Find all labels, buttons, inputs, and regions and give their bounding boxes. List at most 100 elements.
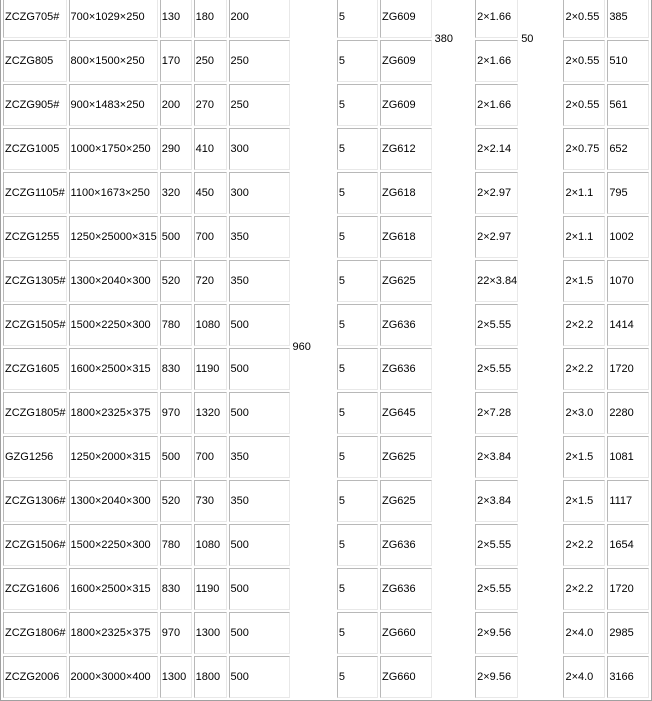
cell-c3: 780 [159, 304, 192, 346]
cell-c4: 1190 [193, 568, 227, 610]
cell-c8: 2×3.84 [475, 436, 519, 478]
cell-c3: 970 [159, 612, 192, 654]
cell-c7: 5 [336, 40, 379, 82]
cell-weight: 1117 [607, 480, 649, 522]
cell-dimensions: 1600×2500×315 [68, 568, 158, 610]
cell-c8: 2×2.14 [475, 128, 519, 170]
cell-c5: 350 [228, 260, 290, 302]
cell-c5: 250 [228, 84, 290, 126]
cell-c5: 350 [228, 216, 290, 258]
cell-c8: 2×5.55 [475, 568, 519, 610]
cell-motor: ZG609 [380, 0, 432, 38]
cell-model: ZCZG1606 [3, 568, 67, 610]
cell-c7: 5 [336, 568, 379, 610]
cell-model: ZCZG2006 [3, 656, 67, 698]
cell-c4: 270 [193, 84, 227, 126]
cell-c5: 500 [228, 612, 290, 654]
cell-model: ZCZG1805# [3, 392, 67, 434]
cell-c8: 2×5.55 [475, 348, 519, 390]
cell-motor: ZG660 [380, 656, 432, 698]
cell-c4: 720 [193, 260, 227, 302]
cell-model: ZCZG1506# [3, 524, 67, 566]
cell-motor: ZG618 [380, 172, 432, 214]
table-row: ZCZG905# 900×1483×250 200 270 250 5 ZG609 2×1.6… [3, 84, 649, 126]
cell-weight: 652 [607, 128, 649, 170]
cell-c10: 2×2.2 [563, 524, 606, 566]
cell-c5: 500 [228, 656, 290, 698]
cell-c7: 5 [336, 392, 379, 434]
cell-c7: 5 [336, 260, 379, 302]
cell-c3: 170 [159, 40, 192, 82]
cell-weight: 1081 [607, 436, 649, 478]
cell-model: ZCZG1105# [3, 172, 67, 214]
cell-c5: 300 [228, 128, 290, 170]
table-row: ZCZG1506# 1500×2250×300 780 1080 500 5 ZG636 2×… [3, 524, 649, 566]
cell-model: ZCZG1605 [3, 348, 67, 390]
cell-motor: ZG636 [380, 568, 432, 610]
cell-c7: 5 [336, 436, 379, 478]
cell-c5: 500 [228, 348, 290, 390]
cell-motor: ZG609 [380, 40, 432, 82]
cell-c7: 5 [336, 524, 379, 566]
cell-c4: 1800 [193, 656, 227, 698]
cell-c8: 2×2.97 [475, 172, 519, 214]
cell-c8: 2×7.28 [475, 392, 519, 434]
cell-c4: 700 [193, 436, 227, 478]
cell-c8: 22×3.84 [475, 260, 519, 302]
table-row: ZCZG2006 2000×3000×400 1300 1800 500 5 ZG660 2×… [3, 656, 649, 698]
cell-c5: 500 [228, 524, 290, 566]
cell-c5: 500 [228, 568, 290, 610]
table-row: ZCZG1806# 1800×2325×375 970 1300 500 5 ZG660 2×… [3, 612, 649, 654]
table-body: ZCZG705# 700×1029×250 130 180 200 960 5 ZG609 38… [3, 0, 649, 698]
cell-dimensions: 1250×25000×315 [68, 216, 158, 258]
cell-c4: 410 [193, 128, 227, 170]
cell-c7: 5 [336, 480, 379, 522]
cell-c10: 2×0.75 [563, 128, 606, 170]
table-row: ZCZG805 800×1500×250 170 250 250 5 ZG609 2×1.66… [3, 40, 649, 82]
cell-c5: 200 [228, 0, 290, 38]
cell-weight: 3166 [607, 656, 649, 698]
table-row: ZCZG1306# 1300×2040×300 520 730 350 5 ZG625 2×3… [3, 480, 649, 522]
table-row: ZCZG1305# 1300×2040×300 520 720 350 5 ZG625 22×… [3, 260, 649, 302]
cell-weight: 1720 [607, 568, 649, 610]
cell-motor: ZG609 [380, 84, 432, 126]
cell-c5: 350 [228, 436, 290, 478]
cell-model: ZCZG1806# [3, 612, 67, 654]
cell-c10: 2×2.2 [563, 568, 606, 610]
table-row: ZCZG1105# 1100×1673×250 320 450 300 5 ZG618 2×2… [3, 172, 649, 214]
cell-weight: 1720 [607, 348, 649, 390]
cell-dimensions: 1600×2500×315 [68, 348, 158, 390]
cell-c8: 2×3.84 [475, 480, 519, 522]
cell-motor: ZG645 [380, 392, 432, 434]
cell-dimensions: 1250×2000×315 [68, 436, 158, 478]
cell-motor: ZG636 [380, 524, 432, 566]
cell-c4: 1080 [193, 524, 227, 566]
cell-dimensions: 1800×2325×375 [68, 392, 158, 434]
cell-c3: 520 [159, 480, 192, 522]
cell-motor: ZG625 [380, 260, 432, 302]
cell-c3: 320 [159, 172, 192, 214]
table-row: GZG1256 1250×2000×315 500 700 350 5 ZG625 2×3.8… [3, 436, 649, 478]
cell-dimensions: 700×1029×250 [68, 0, 158, 38]
merged-cell-col9: 380 [434, 33, 453, 45]
cell-model: ZCZG905# [3, 84, 67, 126]
cell-c10: 2×1.5 [563, 480, 606, 522]
cell-c10: 2×1.5 [563, 260, 606, 302]
cell-weight: 2280 [607, 392, 649, 434]
cell-c8: 2×5.55 [475, 524, 519, 566]
cell-c10: 2×4.0 [563, 656, 606, 698]
cell-model: ZCZG1305# [3, 260, 67, 302]
cell-c4: 730 [193, 480, 227, 522]
table-row: ZCZG1255 1250×25000×315 500 700 350 5 ZG618 2×2… [3, 216, 649, 258]
cell-c10: 2×0.55 [563, 0, 606, 38]
cell-motor: ZG625 [380, 436, 432, 478]
cell-motor: ZG625 [380, 480, 432, 522]
cell-c5: 350 [228, 480, 290, 522]
cell-weight: 2985 [607, 612, 649, 654]
merged-cell-col11: 50 [521, 33, 534, 45]
cell-c7: 5 [336, 304, 379, 346]
cell-dimensions: 1500×2250×300 [68, 304, 158, 346]
cell-weight: 510 [607, 40, 649, 82]
